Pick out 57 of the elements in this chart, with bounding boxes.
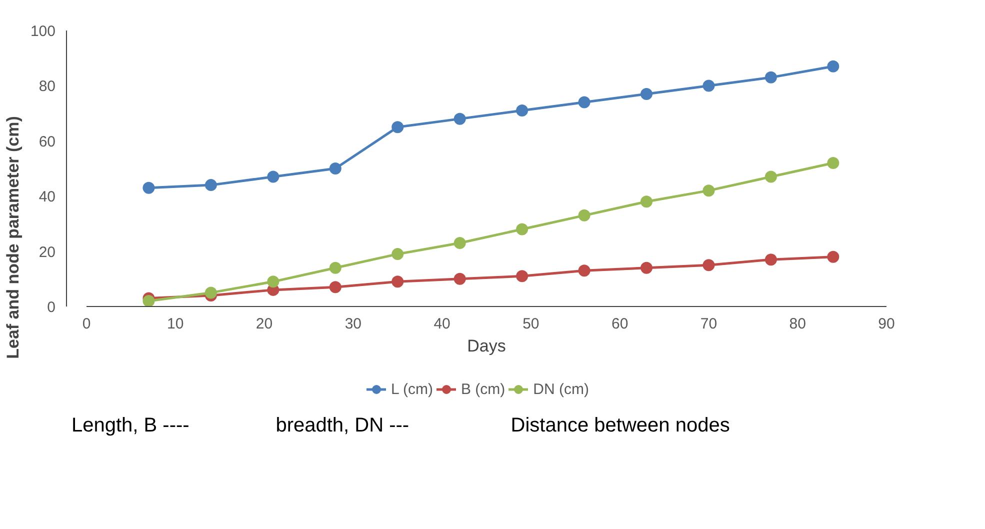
point xyxy=(578,264,590,277)
point xyxy=(204,286,217,299)
x-tick-label: 50 xyxy=(522,316,540,332)
point xyxy=(516,270,528,282)
point xyxy=(640,262,652,274)
x-tick-label: 10 xyxy=(167,316,184,332)
x-tick-label: 30 xyxy=(344,316,362,332)
x-tick-label: 20 xyxy=(256,316,273,332)
point xyxy=(578,96,590,108)
point xyxy=(827,156,840,169)
y-tick-label: 100 xyxy=(30,23,56,40)
y-axis-title: Leaf and node parameter (cm) xyxy=(3,116,22,359)
point xyxy=(329,262,342,274)
point xyxy=(267,170,280,183)
text: breadth, DN --- xyxy=(276,414,410,436)
x-tick-label: 0 xyxy=(82,316,91,332)
point xyxy=(764,254,777,266)
point xyxy=(267,276,280,288)
point xyxy=(392,276,404,288)
x-tick-label: 90 xyxy=(878,316,895,332)
point xyxy=(578,209,590,222)
point xyxy=(516,223,528,236)
point xyxy=(454,112,466,125)
point xyxy=(204,179,217,192)
x-tick-label: 80 xyxy=(789,316,806,332)
point xyxy=(516,104,528,117)
point xyxy=(640,196,652,208)
point xyxy=(454,237,466,250)
legend-label: DN (cm) xyxy=(533,380,589,398)
point xyxy=(702,80,715,92)
y-tick-label: 40 xyxy=(38,188,56,206)
x-axis-title: Days xyxy=(467,336,506,356)
legend-label: B (cm) xyxy=(460,380,506,398)
text: Length, B ---- xyxy=(72,414,190,436)
point xyxy=(392,248,404,260)
point xyxy=(142,294,155,307)
x-tick-label: 70 xyxy=(700,316,718,332)
point xyxy=(702,184,715,197)
x-tick-label: 60 xyxy=(611,316,628,332)
point xyxy=(329,162,342,174)
y-tick-label: 0 xyxy=(47,299,56,316)
point xyxy=(702,259,715,272)
point xyxy=(827,60,840,72)
point xyxy=(764,71,777,84)
y-tick-label: 20 xyxy=(38,244,56,261)
point xyxy=(764,170,777,183)
point xyxy=(454,272,466,285)
text: Distance between nodes xyxy=(510,414,730,436)
x-tick-label: 40 xyxy=(434,316,450,332)
point xyxy=(142,182,155,194)
legend-label: L (cm) xyxy=(391,380,433,398)
point xyxy=(640,88,652,100)
y-tick-label: 60 xyxy=(38,133,56,150)
point xyxy=(827,250,840,263)
y-tick-label: 80 xyxy=(38,78,56,96)
point xyxy=(392,121,404,134)
point xyxy=(329,281,342,294)
